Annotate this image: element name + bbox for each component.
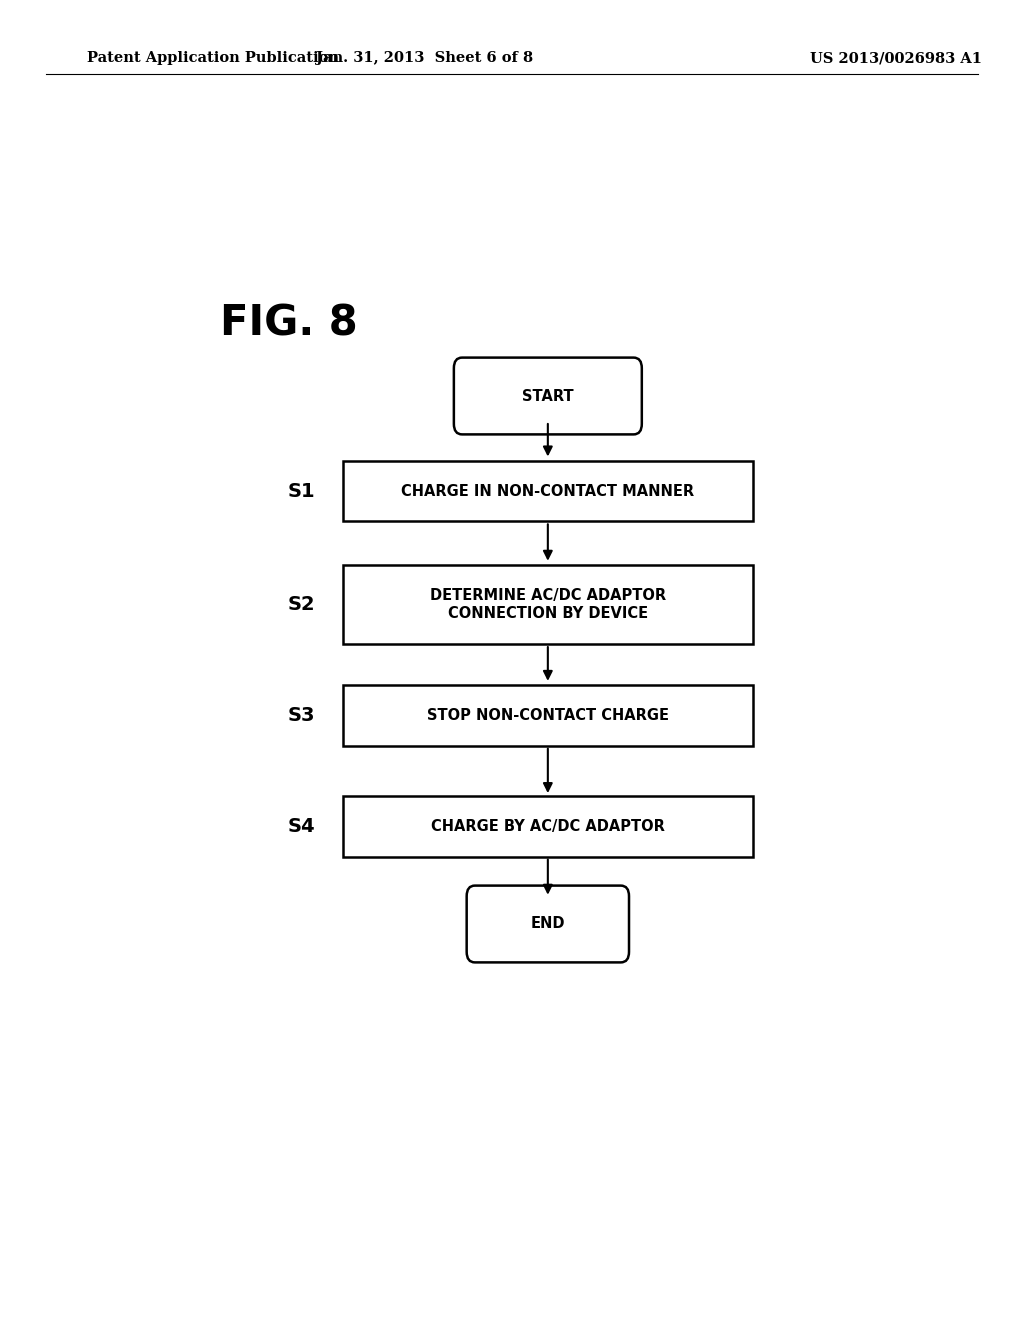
FancyBboxPatch shape xyxy=(454,358,642,434)
Text: S4: S4 xyxy=(288,817,315,836)
Text: S1: S1 xyxy=(288,482,315,500)
Text: S3: S3 xyxy=(288,706,315,725)
Bar xyxy=(343,565,753,644)
Text: FIG. 8: FIG. 8 xyxy=(220,302,358,345)
Bar xyxy=(343,461,753,521)
Text: Patent Application Publication: Patent Application Publication xyxy=(87,51,339,65)
Text: END: END xyxy=(530,916,565,932)
Text: CHARGE BY AC/DC ADAPTOR: CHARGE BY AC/DC ADAPTOR xyxy=(431,818,665,834)
Text: CHARGE IN NON-CONTACT MANNER: CHARGE IN NON-CONTACT MANNER xyxy=(401,483,694,499)
Text: START: START xyxy=(522,388,573,404)
Text: DETERMINE AC/DC ADAPTOR
CONNECTION BY DEVICE: DETERMINE AC/DC ADAPTOR CONNECTION BY DE… xyxy=(430,589,666,620)
Bar xyxy=(343,685,753,746)
Text: US 2013/0026983 A1: US 2013/0026983 A1 xyxy=(810,51,982,65)
Bar xyxy=(343,796,753,857)
Text: S2: S2 xyxy=(288,595,315,614)
FancyBboxPatch shape xyxy=(467,886,629,962)
Text: STOP NON-CONTACT CHARGE: STOP NON-CONTACT CHARGE xyxy=(427,708,669,723)
Text: Jan. 31, 2013  Sheet 6 of 8: Jan. 31, 2013 Sheet 6 of 8 xyxy=(316,51,534,65)
